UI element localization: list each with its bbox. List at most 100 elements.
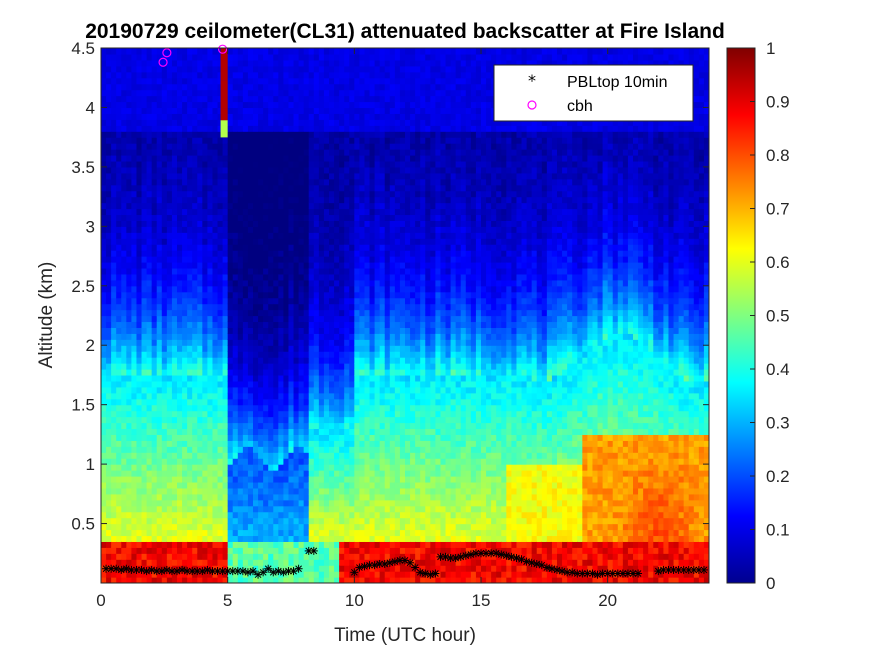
heatmap-cell <box>222 547 229 554</box>
heatmap-cell <box>222 226 229 233</box>
heatmap-cell <box>121 83 127 91</box>
heatmap-cell <box>303 291 310 299</box>
heatmap-cell <box>212 327 219 334</box>
heatmap-cell <box>349 184 355 192</box>
heatmap-cell <box>258 416 264 424</box>
heatmap-cell <box>349 541 355 548</box>
heatmap-cell <box>344 297 350 305</box>
heatmap-cell <box>232 297 239 305</box>
heatmap-cell <box>232 547 239 554</box>
heatmap-cell <box>288 553 295 560</box>
heatmap-cell <box>374 386 381 394</box>
heatmap-cell <box>334 553 340 560</box>
heatmap-cell <box>288 452 295 459</box>
heatmap-cell <box>329 226 335 233</box>
heatmap-cell <box>187 220 193 227</box>
heatmap-cell <box>364 517 371 525</box>
heatmap-cell <box>369 386 376 394</box>
heatmap-cell <box>329 392 335 400</box>
heatmap-cell <box>166 291 173 299</box>
heatmap-cell <box>212 95 219 103</box>
heatmap-cell <box>293 178 300 186</box>
heatmap-cell <box>202 434 208 441</box>
heatmap-cell <box>283 452 290 459</box>
heatmap-cell <box>313 481 320 489</box>
heatmap-cell <box>171 244 178 251</box>
heatmap-cell <box>364 577 371 583</box>
heatmap-cell <box>253 143 259 150</box>
heatmap-cell <box>207 291 214 299</box>
heatmap-cell <box>349 517 355 525</box>
heatmap-cell <box>197 386 203 394</box>
heatmap-cell <box>303 53 310 61</box>
heatmap-cell <box>217 137 224 144</box>
heatmap-cell <box>354 434 360 441</box>
heatmap-cell <box>106 172 112 180</box>
heatmap-cell <box>177 339 183 346</box>
heatmap-cell <box>237 71 244 79</box>
heatmap-cell <box>161 577 168 583</box>
heatmap-cell <box>156 101 163 109</box>
heatmap-cell <box>253 71 259 79</box>
heatmap-cell <box>303 172 310 180</box>
heatmap-cell <box>263 577 269 583</box>
heatmap-cell <box>182 238 188 245</box>
heatmap-cell <box>106 517 112 525</box>
heatmap-cell <box>136 178 143 186</box>
heatmap-cell <box>278 339 284 346</box>
heatmap-cell <box>242 321 249 328</box>
heatmap-cell <box>207 541 214 548</box>
heatmap-cell <box>364 303 371 311</box>
heatmap-cell <box>131 398 138 406</box>
heatmap-cell <box>192 285 198 293</box>
heatmap-cell <box>151 119 158 126</box>
heatmap-cell <box>131 143 138 150</box>
heatmap-cell <box>212 226 219 233</box>
heatmap-cell <box>344 53 350 61</box>
heatmap-cell <box>141 214 148 221</box>
heatmap-cell <box>192 160 198 168</box>
heatmap-cell <box>207 77 214 85</box>
heatmap-cell <box>349 244 355 251</box>
heatmap-cell <box>232 107 239 114</box>
heatmap-cell <box>207 125 214 132</box>
heatmap-cell <box>247 149 254 156</box>
heatmap-cell <box>339 428 345 435</box>
heatmap-cell <box>146 262 153 269</box>
heatmap-cell <box>106 410 112 418</box>
heatmap-cell <box>182 398 188 406</box>
heatmap-cell <box>192 327 198 334</box>
heatmap-cell <box>339 529 345 537</box>
heatmap-cell <box>247 333 254 340</box>
heatmap-cell <box>247 244 254 251</box>
heatmap-cell <box>222 238 229 245</box>
heatmap-cell <box>101 214 107 221</box>
heatmap-cell <box>237 351 244 358</box>
heatmap-cell <box>298 53 305 61</box>
heatmap-cell <box>268 77 274 85</box>
heatmap-cell <box>273 541 279 548</box>
heatmap-cell <box>182 166 188 174</box>
heatmap-cell <box>197 559 203 566</box>
heatmap-cell <box>111 244 117 251</box>
heatmap-cell <box>197 363 203 370</box>
heatmap-cell <box>111 262 117 269</box>
heatmap-cell <box>323 446 330 453</box>
heatmap-cell <box>303 238 310 245</box>
heatmap-cell <box>232 386 239 394</box>
heatmap-cell <box>283 458 290 465</box>
heatmap-cell <box>253 404 259 412</box>
heatmap-cell <box>273 101 279 109</box>
heatmap-cell <box>227 470 234 477</box>
heatmap-cell <box>263 535 269 542</box>
heatmap-cell <box>222 535 229 542</box>
heatmap-cell <box>202 470 208 477</box>
heatmap-cell <box>126 309 132 317</box>
heatmap-cell <box>288 89 295 97</box>
heatmap-cell <box>258 577 264 583</box>
heatmap-cell <box>177 553 183 560</box>
heatmap-cell <box>298 541 305 548</box>
heatmap-cell <box>379 553 386 560</box>
heatmap-cell <box>156 113 163 120</box>
heatmap-cell <box>323 416 330 424</box>
